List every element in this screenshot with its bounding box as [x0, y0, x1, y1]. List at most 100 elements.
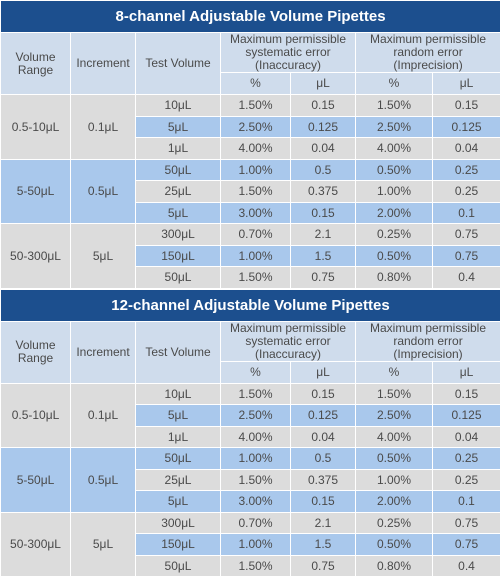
- data-cell: 0.80%: [356, 555, 433, 577]
- data-cell: 0.50%: [356, 245, 433, 267]
- data-cell: 2.1: [291, 224, 356, 246]
- data-cell: 0.25: [433, 448, 500, 470]
- header-cell: Maximum permissible random error (Imprec…: [356, 321, 500, 361]
- data-cell: 0.15: [291, 491, 356, 513]
- data-cell: 1.5: [291, 245, 356, 267]
- increment: 0.5μL: [71, 159, 136, 224]
- data-cell: 0.75: [433, 512, 500, 534]
- data-cell: 1.00%: [221, 448, 291, 470]
- data-cell: 2.50%: [221, 116, 291, 138]
- data-cell: 0.5: [291, 448, 356, 470]
- unit-cell: %: [356, 73, 433, 95]
- data-cell: 0.50%: [356, 159, 433, 181]
- increment: 5μL: [71, 224, 136, 289]
- header-cell: Volume Range: [1, 33, 71, 95]
- data-cell: 2.00%: [356, 491, 433, 513]
- data-cell: 2.50%: [356, 116, 433, 138]
- header-cell: Increment: [71, 321, 136, 383]
- header-cell: Test Volume: [136, 33, 221, 95]
- volume-range: 50-300μL: [1, 512, 71, 577]
- data-cell: 50μL: [136, 267, 221, 289]
- table-title: 12-channel Adjustable Volume Pipettes: [1, 289, 500, 321]
- volume-range: 5-50μL: [1, 159, 71, 224]
- unit-cell: μL: [291, 361, 356, 383]
- data-cell: 0.75: [433, 534, 500, 556]
- data-cell: 0.375: [291, 469, 356, 491]
- data-cell: 2.1: [291, 512, 356, 534]
- data-cell: 1μL: [136, 138, 221, 160]
- data-cell: 0.75: [433, 245, 500, 267]
- table-title: 8-channel Adjustable Volume Pipettes: [1, 1, 500, 33]
- data-cell: 5μL: [136, 116, 221, 138]
- data-cell: 150μL: [136, 534, 221, 556]
- data-cell: 2.50%: [221, 405, 291, 427]
- data-cell: 1.50%: [221, 383, 291, 405]
- data-cell: 0.04: [433, 138, 500, 160]
- increment: 5μL: [71, 512, 136, 577]
- header-cell: Volume Range: [1, 321, 71, 383]
- increment: 0.1μL: [71, 383, 136, 448]
- data-cell: 0.125: [433, 405, 500, 427]
- data-cell: 1.50%: [221, 181, 291, 203]
- data-cell: 0.125: [291, 405, 356, 427]
- data-cell: 0.4: [433, 555, 500, 577]
- data-cell: 4.00%: [356, 138, 433, 160]
- data-cell: 0.4: [433, 267, 500, 289]
- data-cell: 0.15: [291, 202, 356, 224]
- header-cell: Increment: [71, 33, 136, 95]
- volume-range: 0.5-10μL: [1, 95, 71, 160]
- data-cell: 0.80%: [356, 267, 433, 289]
- data-cell: 0.25: [433, 469, 500, 491]
- unit-cell: %: [356, 361, 433, 383]
- data-cell: 300μL: [136, 224, 221, 246]
- unit-cell: μL: [433, 361, 500, 383]
- data-cell: 0.75: [291, 555, 356, 577]
- data-cell: 1.00%: [221, 245, 291, 267]
- data-cell: 50μL: [136, 448, 221, 470]
- unit-cell: μL: [291, 73, 356, 95]
- data-cell: 0.1: [433, 491, 500, 513]
- data-cell: 10μL: [136, 383, 221, 405]
- data-cell: 1.50%: [221, 95, 291, 117]
- data-cell: 4.00%: [221, 138, 291, 160]
- title-row: 12-channel Adjustable Volume Pipettes: [1, 289, 500, 321]
- data-cell: 2.50%: [356, 405, 433, 427]
- data-cell: 0.125: [433, 116, 500, 138]
- data-cell: 0.15: [291, 383, 356, 405]
- data-cell: 0.04: [291, 426, 356, 448]
- unit-cell: μL: [433, 73, 500, 95]
- data-cell: 1.50%: [221, 267, 291, 289]
- data-cell: 1.00%: [356, 181, 433, 203]
- volume-range: 5-50μL: [1, 448, 71, 513]
- data-cell: 25μL: [136, 469, 221, 491]
- data-cell: 0.04: [433, 426, 500, 448]
- data-cell: 5μL: [136, 491, 221, 513]
- data-cell: 1.50%: [356, 383, 433, 405]
- title-row: 8-channel Adjustable Volume Pipettes: [1, 1, 500, 33]
- data-cell: 3.00%: [221, 491, 291, 513]
- header-cell: Maximum permissible systematic error (In…: [221, 321, 356, 361]
- data-cell: 0.15: [291, 95, 356, 117]
- data-cell: 5μL: [136, 405, 221, 427]
- data-cell: 50μL: [136, 159, 221, 181]
- data-cell: 0.04: [291, 138, 356, 160]
- data-cell: 0.75: [433, 224, 500, 246]
- data-cell: 1.00%: [221, 534, 291, 556]
- data-cell: 0.75: [291, 267, 356, 289]
- data-cell: 0.50%: [356, 534, 433, 556]
- data-cell: 0.70%: [221, 512, 291, 534]
- header-cell: Maximum permissible systematic error (In…: [221, 33, 356, 73]
- data-cell: 0.5: [291, 159, 356, 181]
- data-cell: 0.50%: [356, 448, 433, 470]
- data-cell: 0.375: [291, 181, 356, 203]
- data-cell: 1μL: [136, 426, 221, 448]
